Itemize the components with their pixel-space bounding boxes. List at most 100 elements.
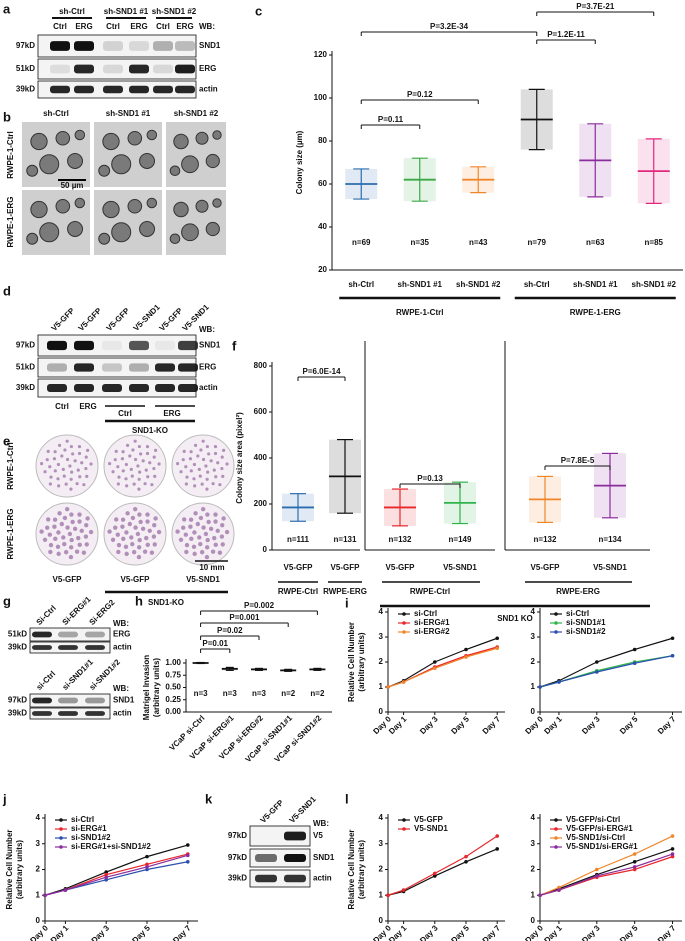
- n-label: n=79: [528, 238, 547, 247]
- blot-strip: [29, 627, 111, 642]
- protein-label: SND1: [313, 853, 335, 862]
- colony: [200, 506, 206, 512]
- y-tick-label: 0.75: [165, 670, 181, 679]
- y-axis-label: Colony size area (pixel²): [235, 412, 244, 504]
- y-tick-label: 2: [379, 657, 384, 666]
- lane-label: Ctrl: [106, 22, 120, 31]
- panel-label: l: [345, 791, 349, 806]
- cell: [98, 232, 111, 245]
- band: [175, 64, 195, 74]
- colony: [48, 549, 53, 555]
- band: [284, 874, 306, 883]
- colony: [188, 457, 193, 461]
- cell: [30, 200, 48, 219]
- colony: [71, 452, 75, 456]
- colony: [76, 535, 81, 541]
- group-label: RWPE-Ctrl: [278, 587, 318, 596]
- colony: [80, 461, 84, 465]
- colony: [107, 529, 112, 534]
- point: [386, 893, 390, 898]
- colony: [212, 535, 217, 541]
- colony: [184, 482, 188, 486]
- colony: [192, 462, 197, 467]
- band: [58, 711, 78, 716]
- band: [47, 363, 67, 372]
- legend-marker: [402, 612, 406, 616]
- y-tick-label: 80: [318, 136, 327, 145]
- colony: [42, 537, 48, 542]
- colony: [213, 542, 218, 547]
- mw-label: 97kD: [228, 853, 247, 862]
- band: [255, 874, 277, 883]
- band: [155, 384, 175, 392]
- colony: [138, 519, 143, 525]
- x-tick-label: Day 3: [580, 714, 602, 736]
- band: [74, 363, 94, 372]
- mw-label: 97kD: [228, 831, 247, 840]
- cell: [111, 222, 132, 243]
- colony: [125, 443, 130, 447]
- y-axis-label: Relative Cell Number: [5, 829, 14, 909]
- colony: [149, 550, 155, 555]
- point: [433, 871, 437, 876]
- colony: [108, 462, 112, 466]
- band: [103, 85, 123, 94]
- colony: [46, 449, 50, 454]
- group-label: ERG: [163, 409, 180, 418]
- colony: [133, 457, 138, 462]
- column-label: V5-GFP: [53, 575, 83, 584]
- lane-label: V5-GFP: [259, 798, 286, 825]
- point: [104, 870, 108, 874]
- colony: [182, 449, 186, 454]
- colony: [214, 475, 218, 479]
- y-tick-label: 3: [379, 632, 384, 641]
- point: [632, 859, 637, 864]
- series-line: [387, 835, 498, 896]
- point: [401, 888, 406, 892]
- p-value: P=3.7E-21: [576, 2, 615, 11]
- band: [58, 631, 78, 638]
- point: [186, 859, 190, 864]
- n-label: n=35: [411, 238, 430, 247]
- point: [464, 647, 468, 652]
- y-tick-label: 1.00: [165, 658, 181, 667]
- x-tick-label: Day 5: [618, 923, 640, 941]
- y-tick-label: 0: [36, 916, 41, 925]
- legend-label: si-ERG#1: [71, 824, 107, 833]
- group-label: RWPE-1-ERG: [570, 308, 621, 317]
- n-label: n=69: [352, 238, 371, 247]
- colony: [204, 554, 210, 560]
- colony: [128, 454, 132, 458]
- ko-label: SND1-KO: [148, 598, 184, 607]
- legend-label: V5-SND1/si-ERG#1: [566, 842, 638, 851]
- wb-label: WB:: [113, 619, 129, 628]
- panel-label: h: [135, 593, 143, 608]
- point: [145, 854, 149, 859]
- colony: [152, 522, 157, 528]
- colony: [210, 549, 216, 554]
- colony: [52, 457, 57, 461]
- point: [104, 872, 108, 877]
- point: [433, 660, 437, 664]
- colony: [57, 484, 61, 488]
- point: [670, 854, 675, 859]
- colony: [110, 537, 116, 542]
- blot-strip: [37, 34, 197, 58]
- point: [43, 893, 47, 898]
- colony: [182, 517, 187, 522]
- legend-marker: [402, 827, 406, 831]
- point: [632, 865, 637, 869]
- x-tick-label: V5-GFP: [531, 563, 561, 572]
- panel-label: e: [3, 433, 10, 448]
- colony: [136, 545, 142, 550]
- colony: [83, 534, 89, 539]
- point: [632, 867, 637, 872]
- colony: [221, 516, 226, 521]
- cell: [98, 164, 111, 177]
- colony: [201, 439, 205, 443]
- mw-label: 51kD: [16, 363, 35, 372]
- colony: [120, 457, 125, 461]
- colony: [205, 477, 209, 481]
